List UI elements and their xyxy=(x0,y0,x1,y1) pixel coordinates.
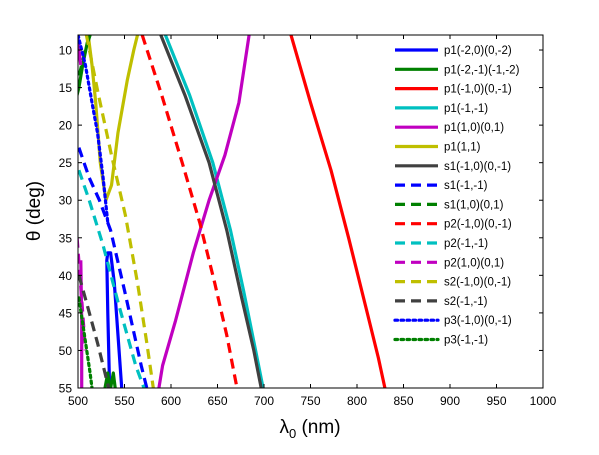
series-13-line xyxy=(84,35,155,388)
legend-label-13: s2(-1,0)(0,-1) xyxy=(444,277,511,289)
series-2-line-part-2 xyxy=(103,371,112,388)
legend-label-12: p2(1,0)(0,1) xyxy=(444,257,504,269)
legend-label-15: p3(-1,0)(0,-1) xyxy=(444,315,512,327)
series-2-line-part-3 xyxy=(109,371,117,388)
series-3-line xyxy=(289,35,387,388)
legend-label-5: p1(1,0)(0,1) xyxy=(444,122,504,134)
x-tick-label: 1000 xyxy=(530,394,557,408)
x-tick-label: 950 xyxy=(486,394,506,408)
x-tick-label: 800 xyxy=(347,394,367,408)
series-8-group xyxy=(78,147,149,388)
y-tick-label: 35 xyxy=(59,231,73,245)
series-layer xyxy=(78,35,387,388)
legend-box xyxy=(380,39,541,356)
series-1-line xyxy=(105,251,124,388)
legend-label-6: p1(1,1) xyxy=(444,142,481,154)
series-1-group xyxy=(105,251,124,388)
x-tick-label: 550 xyxy=(114,394,134,408)
legend-label-9: s1(1,0)(0,1) xyxy=(444,199,504,211)
series-4-line xyxy=(163,35,265,388)
x-axis-title-unit: (nm) xyxy=(296,417,340,438)
series-10-line xyxy=(140,35,239,388)
legend-label-3: p1(-1,0)(0,-1) xyxy=(444,84,512,96)
x-axis-title: λ0 (nm) xyxy=(279,417,340,441)
y-tick-label: 30 xyxy=(59,194,73,208)
series-15-line xyxy=(78,35,110,225)
legend-label-4: p1(-1,-1) xyxy=(444,103,488,115)
series-16-line xyxy=(78,296,94,388)
series-15-group xyxy=(78,35,110,225)
y-tick-label: 45 xyxy=(59,306,73,320)
y-tick-label: 25 xyxy=(59,156,73,170)
y-tick-label: 15 xyxy=(59,81,73,95)
series-14-group xyxy=(78,274,111,388)
legend-label-2: p1(-2,-1)(-1,-2) xyxy=(444,64,520,76)
x-tick-label: 900 xyxy=(440,394,460,408)
y-tick-label: 50 xyxy=(59,344,73,358)
y-tick-label: 20 xyxy=(59,119,73,133)
series-10-group xyxy=(140,35,239,388)
legend-label-1: p1(-2,0)(0,-2) xyxy=(444,45,512,57)
y-tick-label: 40 xyxy=(59,269,73,283)
y-axis-title-unit: (deg) xyxy=(24,181,45,231)
series-14-line xyxy=(78,274,111,388)
x-tick-label: 600 xyxy=(161,394,181,408)
series-6-line xyxy=(86,35,140,202)
series-16-group xyxy=(78,296,94,388)
series-7-group xyxy=(159,35,263,388)
series-7-line xyxy=(159,35,263,388)
x-axis-title-subscript: 0 xyxy=(289,426,296,441)
legend-label-7: s1(-1,0)(0,-1) xyxy=(444,161,511,173)
y-tick-label: 55 xyxy=(59,382,73,396)
series-6-group xyxy=(86,35,140,202)
x-axis: 500 550 600 650 700 750 800 850 900 950 1000 xyxy=(68,35,557,408)
x-tick-label: 500 xyxy=(68,394,88,408)
y-axis: 10 15 20 25 30 35 40 45 50 55 xyxy=(59,44,543,396)
legend: p1(-2,0)(0,-2) p1(-2,-1)(-1,-2) p1(-1,0)(0… xyxy=(380,39,541,356)
series-8-line xyxy=(78,147,149,388)
series-4-group xyxy=(163,35,265,388)
legend-label-16: p3(-1,-1) xyxy=(444,335,488,347)
y-tick-label: 10 xyxy=(59,44,73,58)
series-13-group xyxy=(84,35,155,388)
x-tick-label: 850 xyxy=(393,394,413,408)
legend-label-14: s2(-1,-1) xyxy=(444,296,488,308)
x-tick-label: 650 xyxy=(207,394,227,408)
x-tick-label: 700 xyxy=(254,394,274,408)
legend-label-8: s1(-1,-1) xyxy=(444,180,488,192)
legend-label-11: p2(-1,-1) xyxy=(444,238,488,250)
series-3-group xyxy=(289,35,387,388)
y-axis-title: θ (deg) xyxy=(24,181,45,241)
legend-label-10: p2(-1,0)(0,-1) xyxy=(444,219,512,231)
x-tick-label: 750 xyxy=(300,394,320,408)
